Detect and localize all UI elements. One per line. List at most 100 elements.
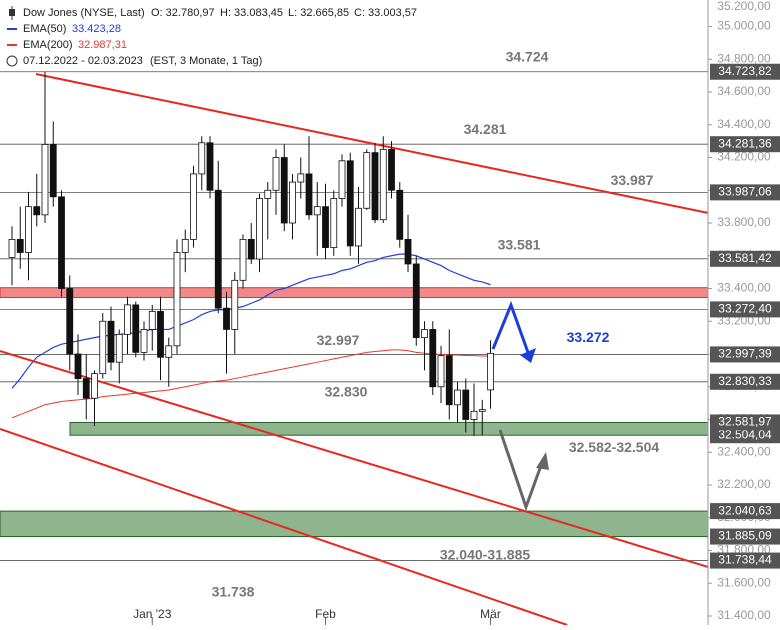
price-box-label: 31.738,44 — [718, 553, 772, 567]
candle-body — [388, 148, 395, 191]
candle-body — [297, 173, 305, 183]
candle-body — [404, 238, 412, 265]
price-box-label: 32.581,97 — [718, 415, 772, 429]
price-box — [710, 528, 780, 545]
legend-clock — [6, 55, 18, 67]
candle-body — [421, 329, 428, 339]
candle-body — [305, 173, 313, 216]
candle-body — [272, 157, 280, 191]
candle-body — [8, 238, 16, 258]
legend: Dow Jones (NYSE, Last) O: 32.780,97 H: 3… — [0, 0, 420, 70]
candle-body — [396, 189, 404, 240]
legend-ohlc: O: 32.780,97 — [151, 7, 215, 19]
price-axis: 31.400,0031.600,0031.800,0032.000,0032.2… — [708, 0, 780, 622]
price-box — [710, 250, 780, 267]
support-zone — [69, 421, 709, 436]
candle-body — [487, 353, 494, 391]
price-box — [710, 414, 780, 431]
price-box — [710, 136, 780, 153]
candle-body — [330, 198, 338, 248]
candle-body — [247, 238, 255, 260]
level-label: 32.997 — [317, 332, 360, 348]
candle-body — [115, 333, 123, 363]
candle-body — [289, 181, 296, 224]
legend-bg — [0, 0, 420, 70]
level-label: 33.987 — [611, 172, 654, 188]
gray-arrow — [498, 429, 545, 512]
candle-body — [231, 279, 239, 330]
candle-body — [470, 410, 478, 420]
candle-body — [132, 304, 140, 353]
y-tick-label: 32.200,00 — [717, 477, 771, 491]
price-box — [710, 427, 780, 444]
candle-body — [206, 142, 214, 191]
x-tick-label: Feb — [315, 607, 336, 621]
price-box-label: 31.885,09 — [718, 529, 772, 543]
candle-body — [82, 378, 90, 399]
candle-body — [223, 307, 230, 330]
legend-ohlc: H: 33.083,45 — [220, 7, 283, 19]
legend-ema-value: 33.423,28 — [72, 23, 121, 35]
level-label: 31.738 — [212, 583, 255, 599]
candle-body — [322, 206, 329, 248]
price-box — [710, 63, 780, 80]
trend-line — [0, 350, 709, 568]
price-box — [710, 184, 780, 201]
candle-body — [355, 207, 362, 247]
price-box — [710, 503, 780, 520]
candle-body — [264, 189, 272, 199]
candle-body — [49, 144, 57, 198]
legend-ema: EMA(200) — [23, 39, 73, 51]
candle-body — [363, 152, 371, 209]
y-tick-label: 34.800,00 — [717, 51, 771, 65]
candle-body — [91, 373, 98, 399]
candle-body — [256, 198, 263, 260]
legend-range-note: (EST, 3 Monate, 1 Tag) — [150, 55, 262, 67]
price-box — [710, 301, 780, 318]
candle-body — [280, 157, 288, 224]
candle-body — [124, 304, 131, 335]
price-box-label: 32.504,04 — [718, 427, 772, 441]
zone-label: 32.040-31.885 — [440, 546, 531, 562]
price-box-label: 33.987,06 — [718, 185, 772, 199]
y-tick-label: 34.400,00 — [717, 117, 771, 131]
level-label: 33.581 — [498, 237, 541, 253]
candle-body — [165, 345, 173, 358]
candle-body — [214, 189, 222, 309]
candle-body — [429, 329, 437, 388]
candle-body — [412, 263, 420, 339]
legend-instrument: Dow Jones (NYSE, Last) — [23, 7, 145, 19]
candle-body — [148, 311, 156, 330]
legend-ohlc: C: 33.003,57 — [354, 7, 417, 19]
y-tick-label: 31.400,00 — [717, 608, 771, 622]
candle-body — [445, 355, 453, 406]
candle-body — [58, 196, 65, 289]
candle-body — [66, 288, 74, 355]
candle-body — [478, 409, 486, 412]
price-box — [710, 373, 780, 390]
price-box-label: 32.997,39 — [718, 347, 772, 361]
x-tick-label: Mär — [480, 607, 501, 621]
y-tick-label: 35.200,00 — [717, 0, 771, 13]
y-tick-label: 35.000,00 — [717, 19, 771, 33]
candle-body — [181, 238, 189, 253]
legend-icon — [9, 9, 15, 16]
candle-body — [437, 355, 445, 388]
legend-ohlc: L: 32.665,85 — [288, 7, 349, 19]
candle-body — [346, 160, 354, 247]
price-box-label: 32.830,33 — [718, 374, 772, 388]
candle-body — [454, 389, 461, 406]
candle-body — [41, 144, 49, 216]
legend-ema-value: 32.987,31 — [78, 39, 127, 51]
candle-body — [338, 160, 346, 199]
y-tick-label: 32.400,00 — [717, 444, 771, 458]
zone-label: 32.582-32.504 — [569, 439, 660, 455]
level-label: 34.281 — [464, 121, 507, 137]
candle-body — [157, 311, 164, 358]
x-tick-label: Jan '23 — [133, 607, 172, 621]
candle-body — [33, 206, 41, 216]
price-box-label: 33.581,42 — [718, 251, 772, 265]
support-zone — [0, 510, 709, 538]
resistance-band — [0, 287, 709, 299]
